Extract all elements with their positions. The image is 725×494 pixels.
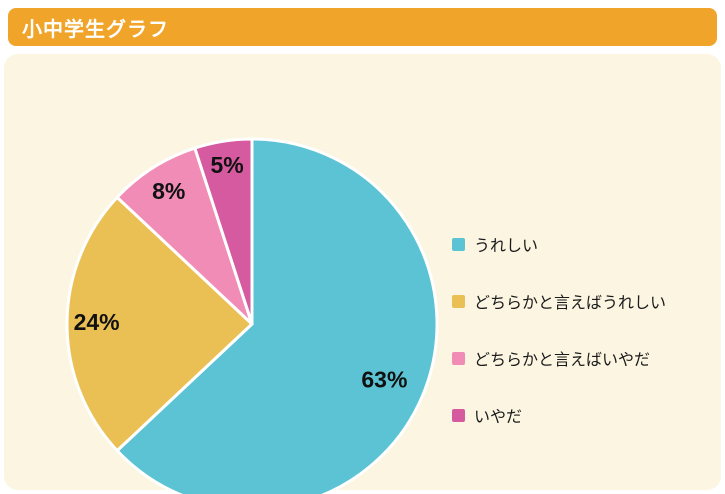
pie-chart: 63% 24% 8% 5% bbox=[65, 137, 439, 494]
legend-item: いやだ bbox=[452, 403, 666, 427]
pie-slice bbox=[193, 137, 254, 326]
legend-label: うれしい bbox=[474, 238, 539, 255]
pie-slice bbox=[65, 195, 254, 453]
chart-panel: 63% 24% 8% 5% うれしいどちらかと言えばうれしい どちらかと言えばいやだ いや… bbox=[4, 54, 721, 494]
pie-slice bbox=[115, 146, 254, 326]
slice-percent-label: 63% bbox=[361, 366, 407, 392]
legend-label: どちらかと言えばいやだ bbox=[474, 352, 651, 369]
legend: うれしいどちらかと言えばうれしい どちらかと言えばいやだ いやだ bbox=[452, 232, 666, 427]
legend-swatch bbox=[452, 408, 465, 422]
slice-percent-label: 8% bbox=[152, 178, 185, 204]
slice-percent-label: 24% bbox=[74, 309, 120, 335]
legend-swatch bbox=[452, 351, 465, 365]
legend-label: どちらかと言えばうれしい bbox=[474, 295, 667, 312]
slice-percent-label: 5% bbox=[210, 152, 243, 178]
pie-slice bbox=[115, 137, 439, 494]
title-bar: 小中学生グラフ bbox=[8, 8, 717, 46]
legend-item: うれしい bbox=[452, 232, 666, 256]
legend-swatch bbox=[452, 294, 465, 308]
legend-item: どちらかと言えばうれしい bbox=[452, 289, 666, 313]
legend-item: どちらかと言えばいやだ bbox=[452, 346, 666, 370]
page-title: 小中学生グラフ bbox=[22, 18, 169, 41]
legend-label: いやだ bbox=[474, 409, 523, 426]
legend-swatch bbox=[452, 237, 465, 251]
